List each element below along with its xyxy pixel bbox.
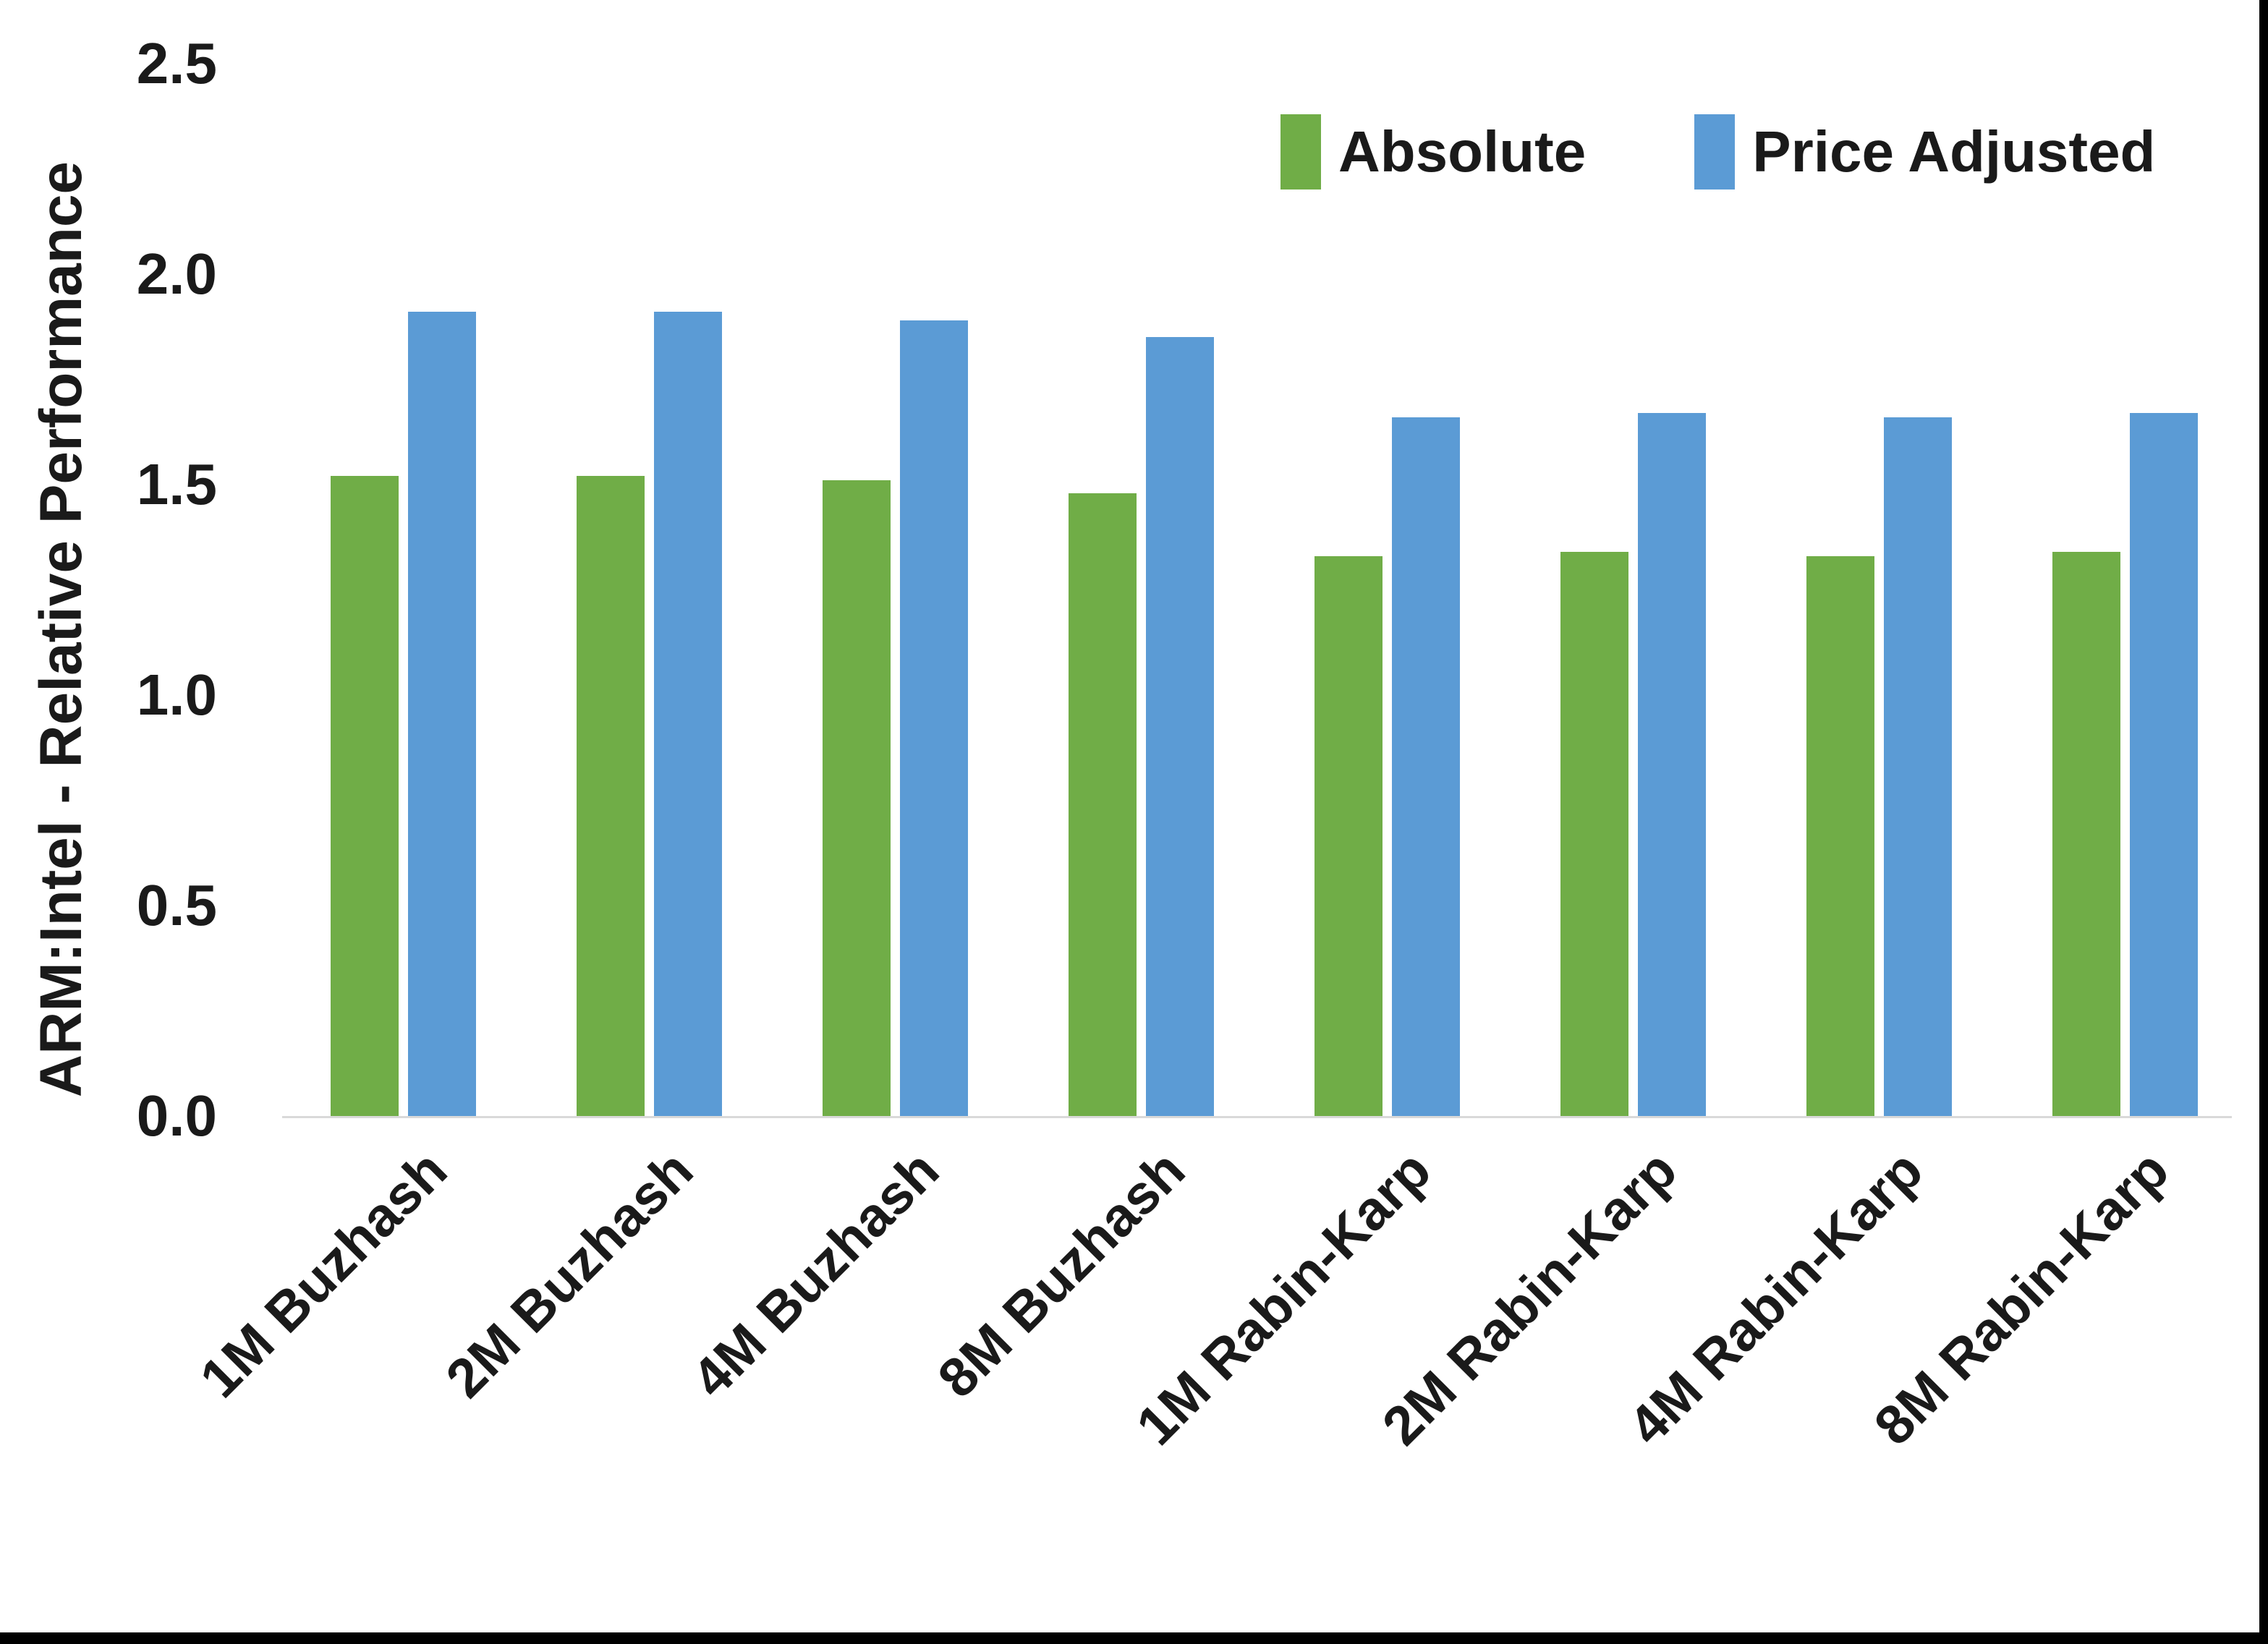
- bar-price-adjusted-4: [1145, 337, 1214, 1116]
- bar-absolute-8: [2052, 552, 2120, 1116]
- bar-price-adjusted-5: [1391, 417, 1460, 1116]
- y-axis-title: ARM:Intel - Relative Performance: [28, 161, 94, 1098]
- legend-item-price-adjusted: Price Adjusted: [1694, 114, 2155, 189]
- page-border-right: [2259, 0, 2268, 1644]
- legend-swatch-price-adjusted: [1694, 114, 1736, 189]
- y-axis-tick-label-0.0: 0.0: [136, 1083, 217, 1148]
- bar-price-adjusted-7: [1883, 417, 1952, 1116]
- bar-absolute-1: [330, 476, 399, 1116]
- bar-absolute-6: [1560, 552, 1628, 1116]
- bar-price-adjusted-1: [407, 312, 476, 1116]
- x-axis-line: [282, 1116, 2232, 1118]
- bar-absolute-2: [576, 476, 645, 1116]
- bar-absolute-7: [1806, 556, 1874, 1116]
- bar-absolute-5: [1314, 556, 1383, 1116]
- legend-label-absolute: Absolute: [1338, 119, 1587, 184]
- page-border-bottom: [0, 1632, 2268, 1644]
- legend-label-price-adjusted: Price Adjusted: [1752, 119, 2156, 184]
- bar-price-adjusted-8: [2129, 413, 2198, 1116]
- y-axis-tick-label-2.5: 2.5: [136, 31, 217, 95]
- y-axis-tick-label-1.5: 1.5: [136, 452, 217, 516]
- legend-swatch-absolute: [1280, 114, 1321, 189]
- legend-item-absolute: Absolute: [1280, 114, 1586, 189]
- bar-price-adjusted-3: [899, 320, 968, 1116]
- bar-absolute-4: [1068, 493, 1137, 1116]
- y-axis-tick-label-1.0: 1.0: [136, 663, 217, 727]
- bar-absolute-3: [822, 480, 891, 1116]
- bar-price-adjusted-6: [1637, 413, 1706, 1116]
- legend: Absolute Price Adjusted: [1280, 114, 2155, 189]
- y-axis-tick-label-0.5: 0.5: [136, 873, 217, 937]
- bar-price-adjusted-2: [653, 312, 722, 1116]
- y-axis-tick-label-2.0: 2.0: [136, 242, 217, 306]
